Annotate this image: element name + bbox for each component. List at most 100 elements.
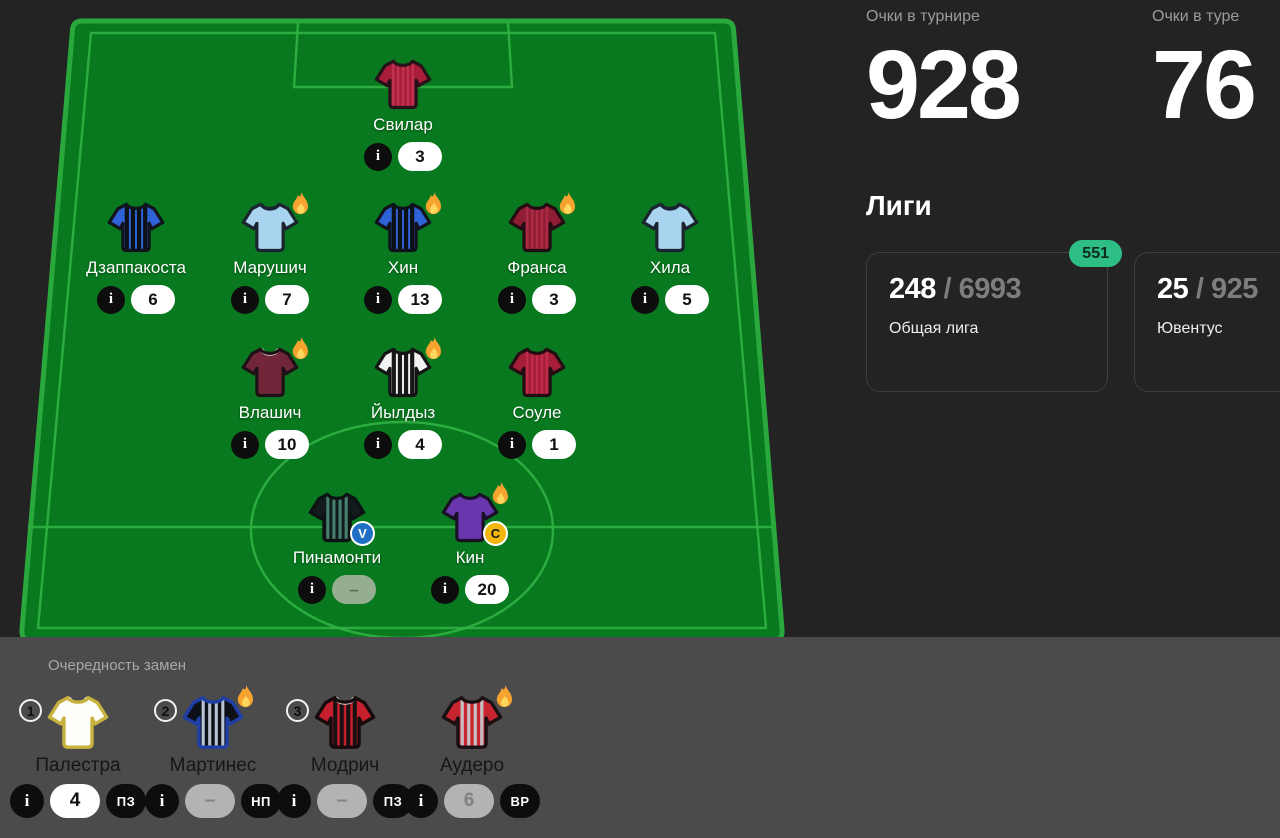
round-points-label: Очки в туре bbox=[1152, 8, 1240, 25]
player-card[interactable]: V Пинамонти i – bbox=[262, 490, 412, 604]
tournament-points-value: 928 bbox=[866, 30, 1022, 139]
points-badge: – bbox=[332, 575, 376, 604]
info-icon[interactable]: i bbox=[364, 142, 392, 171]
info-icon[interactable]: i bbox=[231, 285, 259, 314]
vice-captain-badge: V bbox=[350, 521, 375, 546]
fire-icon bbox=[559, 192, 575, 215]
league-points-badge: 551 bbox=[1069, 240, 1122, 267]
points-badge: 6 bbox=[131, 285, 175, 314]
points-badge: 7 bbox=[265, 285, 309, 314]
info-icon[interactable]: i bbox=[631, 285, 659, 314]
bench-player-card[interactable]: 3 Модрич i – ПЗ bbox=[270, 693, 420, 818]
jersey: C bbox=[441, 482, 508, 546]
fire-icon bbox=[496, 685, 512, 708]
player-name: Мартинес bbox=[169, 755, 257, 776]
league-separator: / bbox=[1195, 273, 1211, 305]
points-badge: 3 bbox=[532, 285, 576, 314]
info-icon[interactable]: i bbox=[231, 430, 259, 459]
league-rank: 25 bbox=[1157, 273, 1189, 305]
player-badges-row: i 6 ВР bbox=[404, 784, 540, 818]
jersey-icon bbox=[441, 696, 503, 749]
info-icon[interactable]: i bbox=[404, 784, 438, 818]
jersey-icon bbox=[441, 492, 499, 543]
fire-icon bbox=[492, 482, 508, 505]
jersey-icon bbox=[641, 202, 699, 253]
info-icon[interactable]: i bbox=[364, 285, 392, 314]
info-icon[interactable]: i bbox=[498, 430, 526, 459]
player-badges-row: i – ПЗ bbox=[277, 784, 413, 818]
fire-icon bbox=[237, 685, 253, 708]
points-badge: 10 bbox=[265, 430, 309, 459]
position-badge: ПЗ bbox=[106, 784, 146, 818]
position-badge: ВР bbox=[500, 784, 540, 818]
info-icon[interactable]: i bbox=[364, 430, 392, 459]
league-name: Общая лига bbox=[889, 320, 979, 337]
points-badge: – bbox=[317, 784, 367, 818]
jersey bbox=[508, 345, 566, 398]
info-icon[interactable]: i bbox=[498, 285, 526, 314]
points-badge: 3 bbox=[398, 142, 442, 171]
league-card-overall[interactable]: 551 248 / 6993 Общая лига bbox=[866, 240, 1122, 392]
info-icon[interactable]: i bbox=[277, 784, 311, 818]
player-card[interactable]: Йылдыз i 4 bbox=[328, 337, 478, 459]
jersey-icon bbox=[374, 202, 432, 253]
player-badges-row: i – bbox=[298, 575, 376, 604]
player-badges-row: i 7 bbox=[231, 285, 309, 314]
player-name: Соуле bbox=[512, 403, 562, 422]
position-badge: НП bbox=[241, 784, 281, 818]
info-icon[interactable]: i bbox=[431, 575, 459, 604]
player-card[interactable]: Свилар i 3 bbox=[328, 57, 478, 171]
jersey-icon bbox=[241, 202, 299, 253]
player-card[interactable]: Хин i 13 bbox=[328, 192, 478, 314]
bench-title: Очередность замен bbox=[48, 657, 187, 674]
jersey bbox=[241, 337, 308, 398]
jersey-icon bbox=[241, 347, 299, 398]
points-badge: 13 bbox=[398, 285, 442, 314]
jersey bbox=[374, 57, 432, 110]
points-badge: 20 bbox=[465, 575, 509, 604]
player-card[interactable]: Марушич i 7 bbox=[195, 192, 345, 314]
player-name: Свилар bbox=[373, 115, 433, 134]
info-icon[interactable]: i bbox=[298, 575, 326, 604]
player-name: Пинамонти bbox=[292, 548, 382, 567]
tournament-points-label: Очки в турнире bbox=[866, 8, 980, 25]
player-card[interactable]: Влашич i 10 bbox=[195, 337, 345, 459]
player-card[interactable]: Соуле i 1 bbox=[462, 345, 612, 459]
league-rank-line: 248 / 6993 bbox=[889, 273, 1085, 306]
jersey bbox=[641, 200, 699, 253]
bench-player-card[interactable]: 2 Мартинес i – НП bbox=[138, 685, 288, 818]
jersey-icon bbox=[308, 492, 366, 543]
player-badges-row: i 3 bbox=[364, 142, 442, 171]
jersey-icon bbox=[374, 59, 432, 110]
jersey bbox=[441, 685, 512, 750]
tournament-points-stat: Очки в турнире 928 bbox=[866, 8, 1022, 139]
player-name: Аудеро bbox=[439, 755, 505, 776]
jersey-icon bbox=[314, 696, 376, 749]
jersey-icon bbox=[47, 696, 109, 749]
jersey bbox=[182, 685, 253, 750]
info-icon[interactable]: i bbox=[97, 285, 125, 314]
player-badges-row: i 6 bbox=[97, 285, 175, 314]
jersey: V bbox=[308, 490, 375, 546]
player-card[interactable]: Хила i 5 bbox=[595, 200, 745, 314]
player-badges-row: i 13 bbox=[364, 285, 442, 314]
fire-icon bbox=[292, 192, 308, 215]
bench-player-card[interactable]: 1 Палестра i 4 ПЗ bbox=[3, 693, 153, 818]
bench-player-card[interactable]: Аудеро i 6 ВР bbox=[397, 685, 547, 818]
info-icon[interactable]: i bbox=[10, 784, 44, 818]
league-separator: / bbox=[943, 273, 959, 305]
player-name: Марушич bbox=[233, 258, 307, 277]
player-card[interactable]: C Кин i 20 bbox=[395, 482, 545, 604]
info-icon[interactable]: i bbox=[145, 784, 179, 818]
captain-badge: C bbox=[483, 521, 508, 546]
league-card-juventus[interactable]: 25 / 925 Ювентус bbox=[1134, 252, 1280, 392]
pitch-touchline bbox=[36, 31, 768, 630]
player-card[interactable]: Франса i 3 bbox=[462, 192, 612, 314]
player-badges-row: i 4 ПЗ bbox=[10, 784, 146, 818]
player-card[interactable]: Дзаппакоста i 6 bbox=[61, 200, 211, 314]
player-name: Модрич bbox=[310, 755, 380, 776]
fire-icon bbox=[425, 192, 441, 215]
points-badge: 1 bbox=[532, 430, 576, 459]
jersey-icon bbox=[107, 202, 165, 253]
fire-icon bbox=[292, 337, 308, 360]
